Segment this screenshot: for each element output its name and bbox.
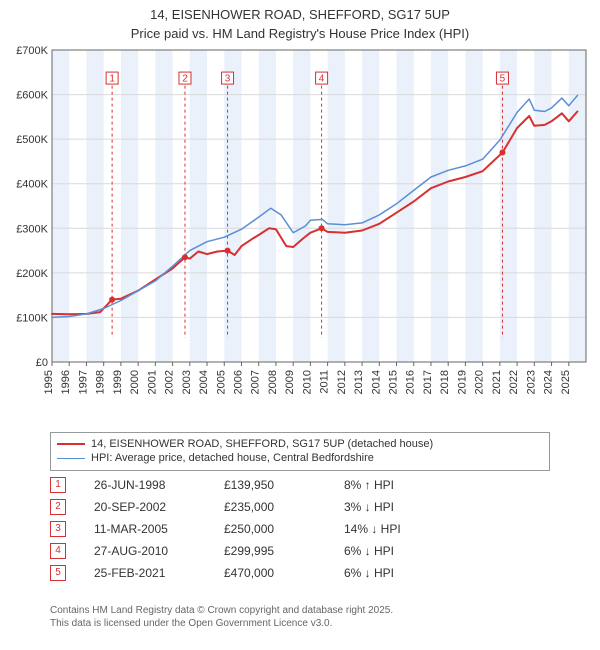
svg-text:2003: 2003: [181, 370, 193, 394]
sale-row: 3 11-MAR-2005£250,00014% ↓ HPI: [50, 518, 550, 540]
svg-text:2018: 2018: [439, 370, 451, 394]
svg-text:2006: 2006: [232, 370, 244, 394]
svg-text:1997: 1997: [77, 370, 89, 394]
sale-price: £250,000: [224, 522, 344, 536]
svg-text:2023: 2023: [525, 370, 537, 394]
sale-delta: 3% ↓ HPI: [344, 500, 550, 514]
sale-marker-box: 4: [50, 543, 66, 559]
sale-delta: 6% ↓ HPI: [344, 566, 550, 580]
sale-date: 25-FEB-2021: [94, 566, 224, 580]
svg-text:1996: 1996: [60, 370, 72, 394]
svg-text:5: 5: [500, 74, 506, 85]
sale-row: 4 27-AUG-2010£299,9956% ↓ HPI: [50, 540, 550, 562]
sale-row: 1 26-JUN-1998£139,9508% ↑ HPI: [50, 474, 550, 496]
svg-text:2002: 2002: [164, 370, 176, 394]
svg-text:2019: 2019: [456, 370, 468, 394]
chart-title-line2: Price paid vs. HM Land Registry's House …: [0, 26, 600, 45]
svg-text:2016: 2016: [405, 370, 417, 394]
svg-text:3: 3: [225, 74, 231, 85]
sale-delta: 14% ↓ HPI: [344, 522, 550, 536]
legend-swatch: [57, 458, 85, 459]
sale-row: 5 25-FEB-2021£470,0006% ↓ HPI: [50, 562, 550, 584]
footnote: Contains HM Land Registry data © Crown c…: [50, 604, 393, 630]
legend-swatch: [57, 443, 85, 445]
svg-text:2015: 2015: [388, 370, 400, 394]
svg-text:£0: £0: [36, 357, 48, 369]
chart-title-line1: 14, EISENHOWER ROAD, SHEFFORD, SG17 5UP: [0, 0, 600, 26]
sale-date: 20-SEP-2002: [94, 500, 224, 514]
svg-text:2: 2: [182, 74, 188, 85]
footnote-line1: Contains HM Land Registry data © Crown c…: [50, 604, 393, 617]
svg-text:2007: 2007: [250, 370, 262, 394]
svg-text:2014: 2014: [370, 370, 382, 394]
legend-item: HPI: Average price, detached house, Cent…: [57, 451, 543, 465]
svg-text:£200K: £200K: [16, 268, 48, 280]
svg-text:£400K: £400K: [16, 179, 48, 191]
sale-date: 11-MAR-2005: [94, 522, 224, 536]
sale-price: £139,950: [224, 478, 344, 492]
svg-text:2000: 2000: [129, 370, 141, 394]
sale-delta: 8% ↑ HPI: [344, 478, 550, 492]
svg-text:1: 1: [109, 74, 115, 85]
svg-text:2011: 2011: [319, 370, 331, 394]
svg-text:2001: 2001: [146, 370, 158, 394]
sale-price: £299,995: [224, 544, 344, 558]
svg-text:2017: 2017: [422, 370, 434, 394]
svg-text:1999: 1999: [112, 370, 124, 394]
svg-text:£700K: £700K: [16, 45, 48, 57]
svg-text:2024: 2024: [543, 370, 555, 394]
legend: 14, EISENHOWER ROAD, SHEFFORD, SG17 5UP …: [50, 432, 550, 471]
svg-text:1998: 1998: [95, 370, 107, 394]
sales-table: 1 26-JUN-1998£139,9508% ↑ HPI 2 20-SEP-2002…: [50, 474, 550, 584]
sale-row: 2 20-SEP-2002£235,0003% ↓ HPI: [50, 496, 550, 518]
price-chart: £0 £100K £200K £300K £400K £500K £600K £700K 199…: [8, 44, 592, 424]
svg-text:£100K: £100K: [16, 312, 48, 324]
sale-marker-box: 2: [50, 499, 66, 515]
sale-marker-box: 5: [50, 565, 66, 581]
svg-text:2022: 2022: [508, 370, 520, 394]
sale-price: £470,000: [224, 566, 344, 580]
svg-text:2021: 2021: [491, 370, 503, 394]
sale-date: 27-AUG-2010: [94, 544, 224, 558]
sale-marker-box: 3: [50, 521, 66, 537]
footnote-line2: This data is licensed under the Open Gov…: [50, 617, 393, 630]
sale-marker-box: 1: [50, 477, 66, 493]
svg-text:£300K: £300K: [16, 223, 48, 235]
svg-text:2025: 2025: [560, 370, 572, 394]
legend-item: 14, EISENHOWER ROAD, SHEFFORD, SG17 5UP …: [57, 437, 543, 451]
sale-date: 26-JUN-1998: [94, 478, 224, 492]
svg-text:£600K: £600K: [16, 90, 48, 102]
svg-text:2013: 2013: [353, 370, 365, 394]
sale-delta: 6% ↓ HPI: [344, 544, 550, 558]
legend-label: HPI: Average price, detached house, Cent…: [91, 451, 374, 465]
legend-label: 14, EISENHOWER ROAD, SHEFFORD, SG17 5UP …: [91, 437, 433, 451]
svg-text:2012: 2012: [336, 370, 348, 394]
svg-text:2010: 2010: [301, 370, 313, 394]
svg-text:2009: 2009: [284, 370, 296, 394]
svg-text:2020: 2020: [474, 370, 486, 394]
svg-text:2004: 2004: [198, 370, 210, 394]
svg-text:2008: 2008: [267, 370, 279, 394]
svg-text:£500K: £500K: [16, 134, 48, 146]
svg-text:1995: 1995: [43, 370, 55, 394]
svg-text:4: 4: [319, 74, 325, 85]
svg-text:2005: 2005: [215, 370, 227, 394]
sale-price: £235,000: [224, 500, 344, 514]
